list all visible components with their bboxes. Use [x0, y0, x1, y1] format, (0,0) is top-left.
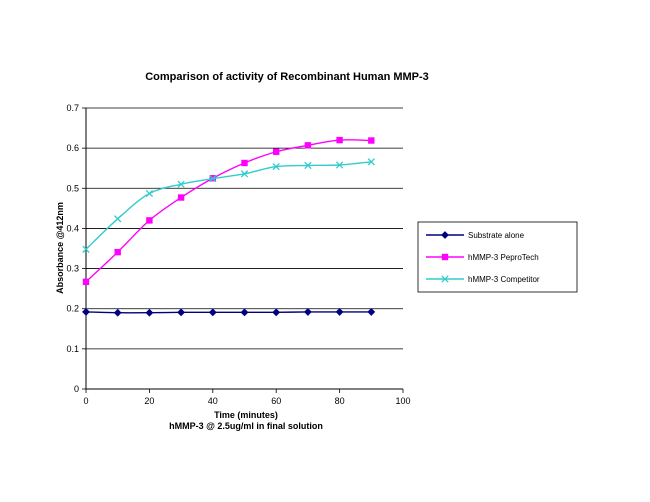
x-tick-labels: 0 20 40 60 80 100	[83, 396, 410, 406]
chart-title: Comparison of activity of Recombinant Hu…	[145, 71, 429, 83]
y-tick-label: 0.1	[66, 344, 79, 354]
series-lines	[82, 136, 376, 317]
series-line-0	[85, 311, 372, 314]
data-point-0	[145, 308, 154, 317]
data-point-2	[145, 189, 154, 198]
data-point-1	[304, 142, 312, 149]
x-axis-label: Time (minutes)	[214, 410, 278, 420]
x-axis-sublabel: hMMP-3 @ 2.5ug/ml in final solution	[169, 421, 323, 431]
legend-items: Substrate alone hMMP-3 PeproTech hMMP-3 Co…	[426, 231, 540, 284]
data-point-1	[241, 159, 248, 167]
y-tick-label: 0.3	[66, 264, 79, 274]
data-point-1	[82, 278, 90, 286]
legend-marker	[441, 275, 449, 283]
data-point-2	[367, 158, 375, 166]
data-point-1	[114, 248, 121, 256]
data-point-0	[335, 308, 344, 316]
data-point-0	[82, 308, 90, 316]
x-tick-label: 0	[83, 396, 88, 406]
y-tick-label: 0.6	[66, 143, 79, 153]
data-point-0	[367, 308, 376, 316]
x-tick-label: 20	[144, 396, 154, 406]
data-point-2	[304, 161, 312, 170]
data-point-1	[336, 136, 343, 144]
series-line-2	[85, 161, 372, 250]
legend-marker	[441, 231, 449, 239]
data-point-2	[209, 174, 217, 183]
y-tick-labels: 0 0.1 0.2 0.3 0.4 0.5 0.6 0.7	[66, 103, 79, 394]
y-tick-label: 0.2	[66, 304, 79, 314]
legend: Substrate alone hMMP-3 PeproTech hMMP-3 Co…	[417, 221, 578, 293]
data-point-2	[82, 245, 90, 253]
x-tick-label: 100	[395, 396, 410, 406]
y-axis-label: Absorbance @412nm	[55, 202, 65, 294]
x-tick-label: 80	[335, 396, 345, 406]
legend-marker	[441, 253, 449, 261]
data-point-2	[240, 170, 249, 178]
series-line-1	[85, 139, 372, 283]
legend-label: Substrate alone	[468, 231, 525, 240]
data-point-0	[272, 308, 281, 317]
x-tick-label: 40	[208, 396, 218, 406]
data-point-1	[177, 194, 185, 201]
data-point-2	[335, 161, 344, 169]
data-point-0	[208, 308, 217, 317]
x-tick-label: 60	[271, 396, 281, 406]
data-point-0	[113, 308, 122, 317]
y-tick-label: 0.4	[66, 223, 79, 233]
data-point-1	[146, 217, 153, 224]
legend-label: hMMP-3 Competitor	[468, 275, 540, 284]
y-tick-label: 0	[74, 384, 79, 394]
axes	[82, 107, 404, 393]
data-point-0	[240, 308, 249, 317]
legend-label: hMMP-3 PeproTech	[468, 253, 539, 262]
y-tick-label: 0.5	[66, 183, 79, 193]
data-point-2	[177, 180, 185, 188]
data-point-2	[272, 162, 280, 171]
data-point-2	[114, 215, 122, 223]
data-point-0	[177, 308, 186, 317]
gridlines	[86, 107, 403, 350]
y-tick-label: 0.7	[66, 103, 79, 113]
data-point-1	[368, 137, 375, 144]
data-point-1	[273, 148, 280, 155]
data-point-0	[303, 308, 312, 316]
